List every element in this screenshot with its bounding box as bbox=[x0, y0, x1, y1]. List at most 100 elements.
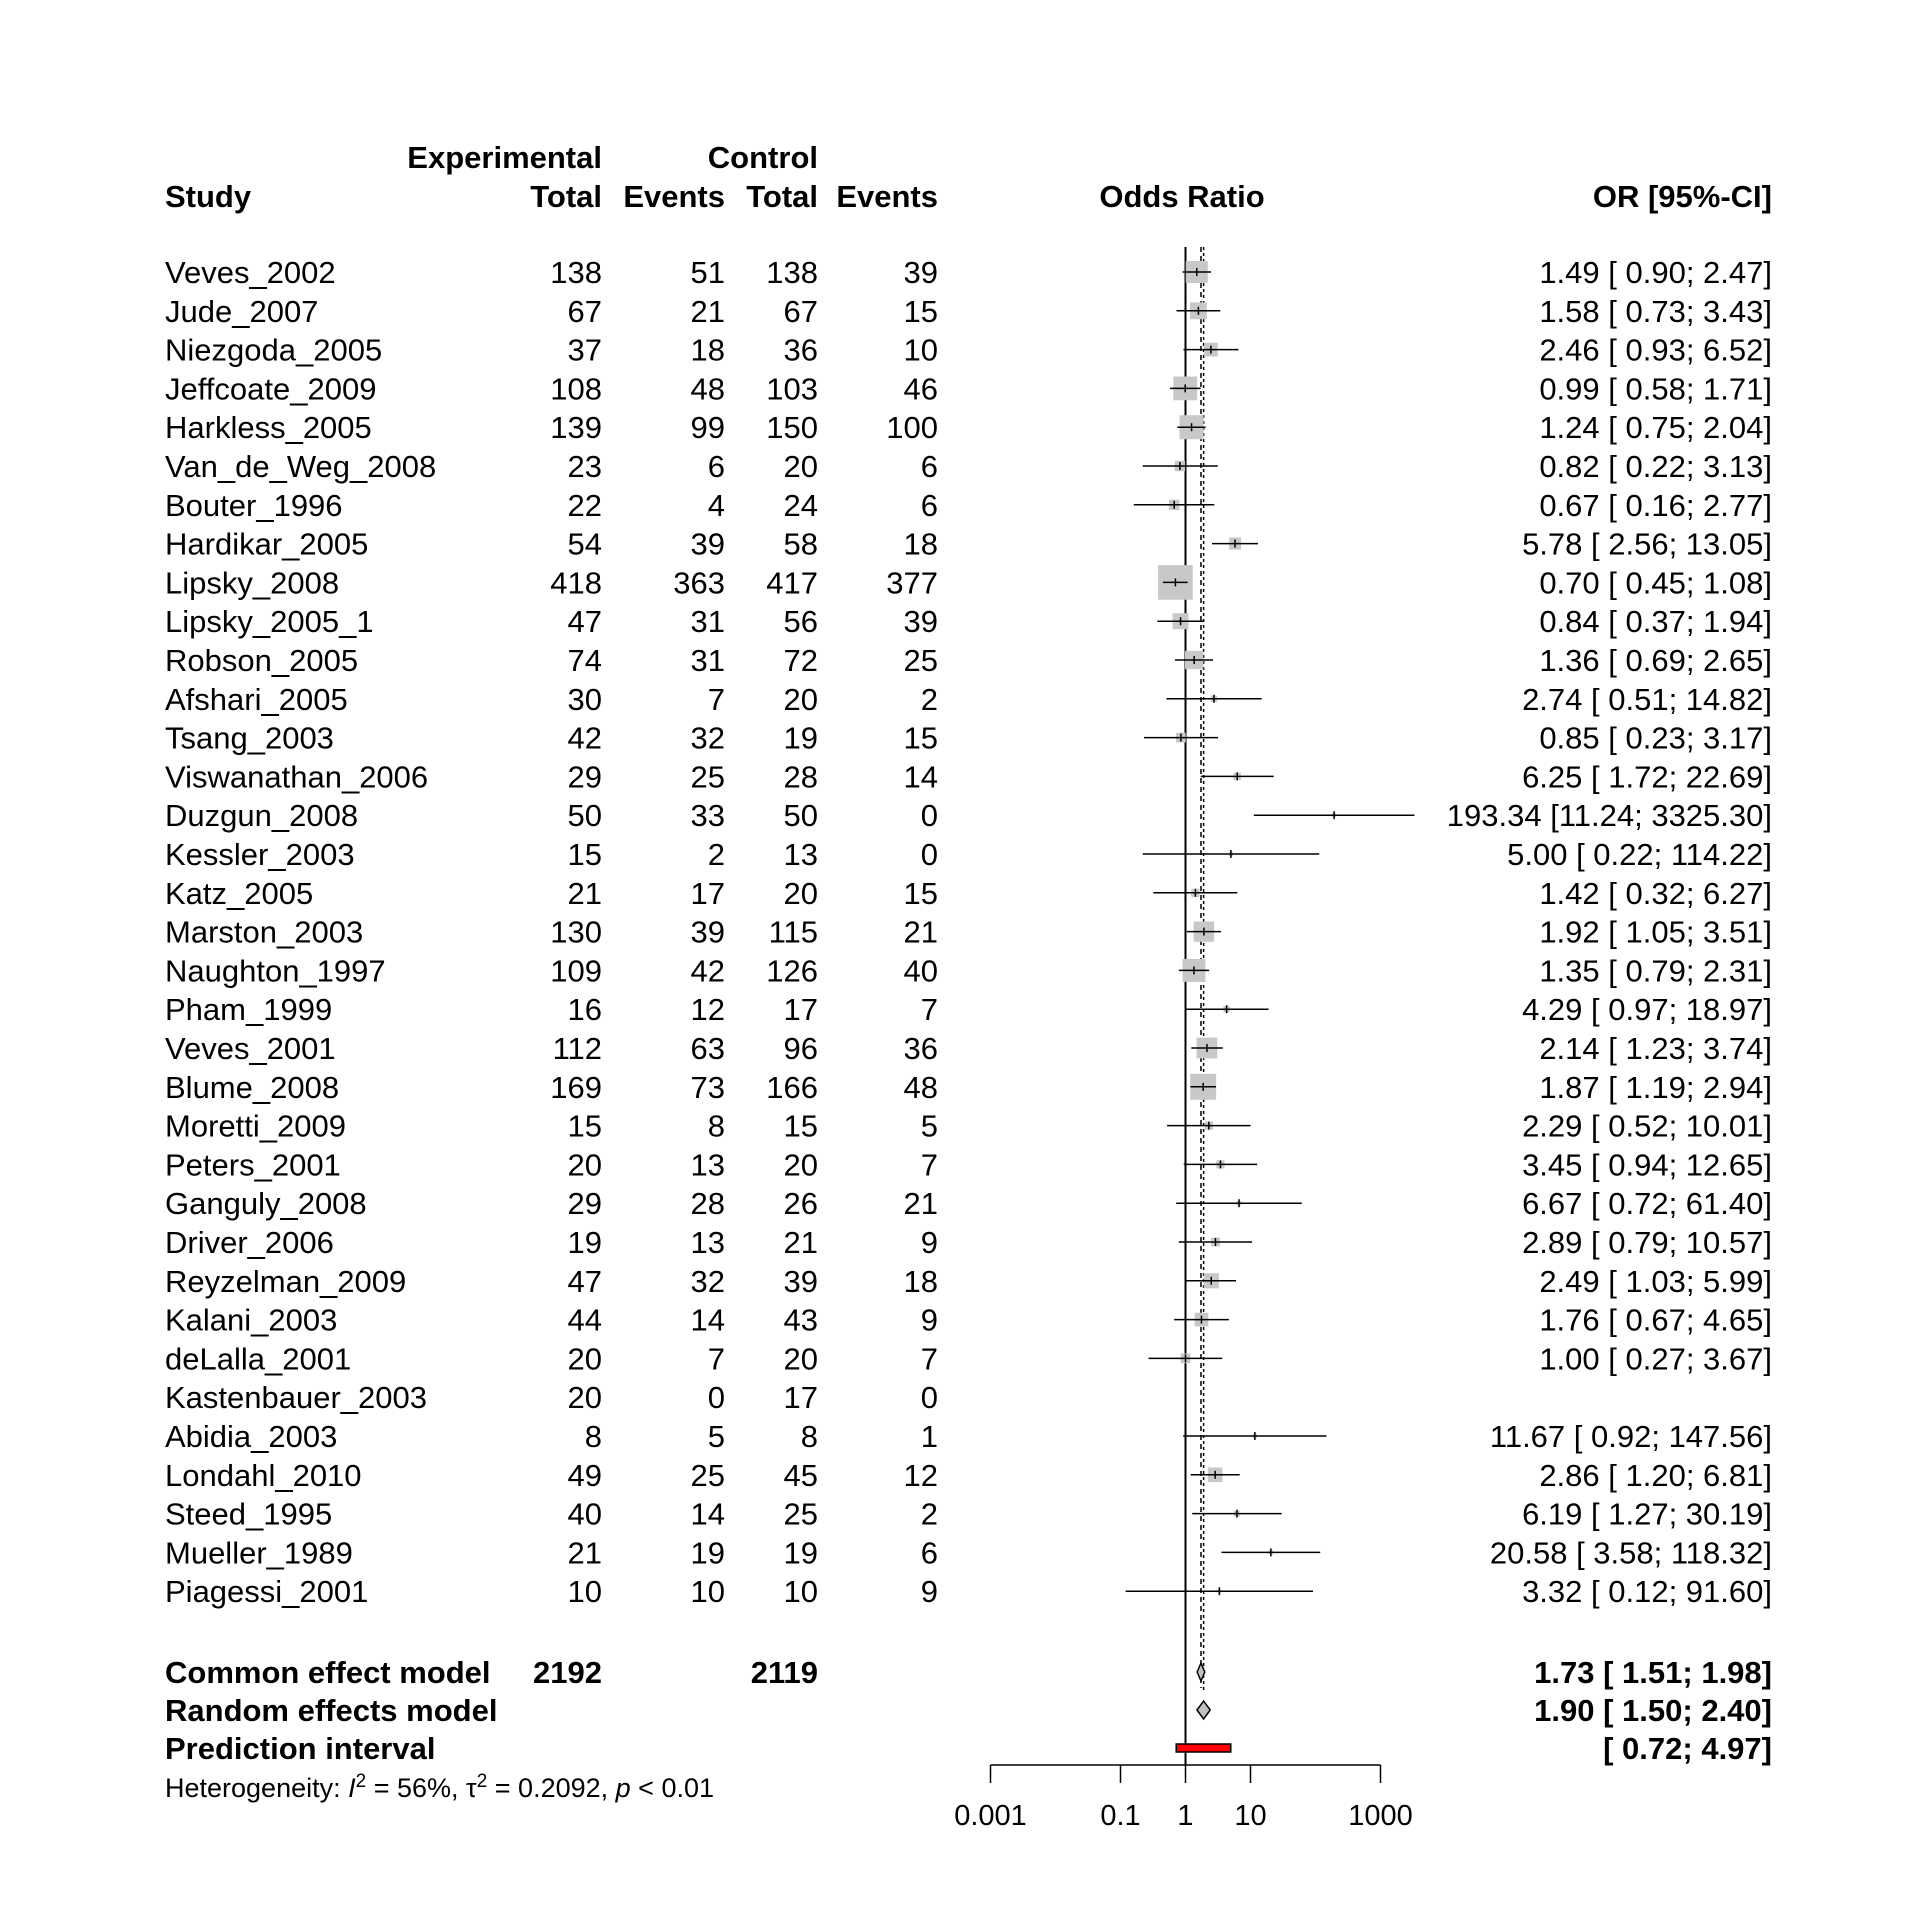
exp-events: 8 bbox=[708, 1109, 725, 1144]
study-rows: Veves_2002 138 51 138 39 1.49 [ 0.90; 2.47]Ju… bbox=[165, 255, 1772, 1609]
random-effects-ci: 1.90 [ 1.50; 2.40] bbox=[1534, 1693, 1772, 1728]
x-axis-tick-label: 0.001 bbox=[954, 1800, 1027, 1832]
exp-events: 363 bbox=[673, 565, 725, 600]
study-row: Londahl_2010 49 25 45 12 2.86 [ 1.20; 6.81] bbox=[165, 1458, 1772, 1493]
or-ci-value: 0.85 [ 0.23; 3.17] bbox=[1539, 721, 1772, 756]
ctrl-events: 46 bbox=[904, 371, 938, 406]
exp-events: 32 bbox=[691, 1264, 725, 1299]
or-ci-value: 1.92 [ 1.05; 3.51] bbox=[1539, 915, 1772, 950]
exp-total: 15 bbox=[568, 837, 602, 872]
summary-rows: Common effect model 2192 2119 1.73 [ 1.51; … bbox=[165, 1655, 1772, 1766]
header-ctrl-events: Events bbox=[836, 179, 938, 214]
het-tau-exponent: 2 bbox=[477, 1771, 488, 1792]
or-ci-value: 0.84 [ 0.37; 1.94] bbox=[1539, 604, 1772, 639]
study-name: Mueller_1989 bbox=[165, 1535, 353, 1570]
ctrl-events: 377 bbox=[886, 565, 938, 600]
ctrl-total: 13 bbox=[784, 837, 818, 872]
exp-total: 21 bbox=[568, 1535, 602, 1570]
or-ci-value: 2.29 [ 0.52; 10.01] bbox=[1522, 1109, 1772, 1144]
or-ci-value: 1.49 [ 0.90; 2.47] bbox=[1539, 255, 1772, 290]
ctrl-total: 67 bbox=[784, 294, 818, 329]
ctrl-events: 21 bbox=[904, 915, 938, 950]
ctrl-events: 15 bbox=[904, 721, 938, 756]
ctrl-total: 43 bbox=[784, 1303, 818, 1338]
common-effect-ci: 1.73 [ 1.51; 1.98] bbox=[1534, 1655, 1772, 1690]
exp-events: 17 bbox=[691, 876, 725, 911]
ctrl-events: 48 bbox=[904, 1070, 938, 1105]
het-i-symbol: I bbox=[348, 1773, 356, 1803]
exp-total: 138 bbox=[550, 255, 602, 290]
exp-total: 47 bbox=[568, 1264, 602, 1299]
prediction-interval-bar bbox=[1175, 1743, 1232, 1753]
study-name: Peters_2001 bbox=[165, 1147, 341, 1182]
header-control: Control bbox=[708, 140, 818, 175]
exp-events: 63 bbox=[691, 1031, 725, 1066]
ctrl-total: 417 bbox=[766, 565, 818, 600]
exp-total: 19 bbox=[568, 1225, 602, 1260]
ctrl-total: 17 bbox=[784, 1380, 818, 1415]
or-ci-value: 0.67 [ 0.16; 2.77] bbox=[1539, 488, 1772, 523]
study-name: Abidia_2003 bbox=[165, 1419, 337, 1454]
study-name: Piagessi_2001 bbox=[165, 1574, 368, 1609]
exp-total: 29 bbox=[568, 1186, 602, 1221]
or-ci-value: 1.42 [ 0.32; 6.27] bbox=[1539, 876, 1772, 911]
study-name: Afshari_2005 bbox=[165, 682, 348, 717]
header-ctrl-total: Total bbox=[746, 179, 818, 214]
study-row: Afshari_2005 30 7 20 2 2.74 [ 0.51; 14.82] bbox=[165, 682, 1772, 717]
study-name: Robson_2005 bbox=[165, 643, 358, 678]
het-tau2-value: = 0.2092, bbox=[487, 1773, 615, 1803]
or-ci-value: 193.34 [11.24; 3325.30] bbox=[1447, 798, 1772, 833]
ctrl-events: 39 bbox=[904, 604, 938, 639]
study-row: Kessler_2003 15 2 13 0 5.00 [ 0.22; 114.22] bbox=[165, 837, 1772, 872]
exp-events: 10 bbox=[691, 1574, 725, 1609]
exp-events: 33 bbox=[691, 798, 725, 833]
ctrl-events: 18 bbox=[904, 527, 938, 562]
study-row: Piagessi_2001 10 10 10 9 3.32 [ 0.12; 91.60] bbox=[165, 1574, 1772, 1609]
study-row: Mueller_1989 21 19 19 6 20.58 [ 3.58; 118.32] bbox=[165, 1535, 1772, 1570]
study-name: Driver_2006 bbox=[165, 1225, 334, 1260]
ctrl-total: 36 bbox=[784, 333, 818, 368]
ctrl-total: 20 bbox=[784, 876, 818, 911]
exp-total: 139 bbox=[550, 410, 602, 445]
ctrl-events: 2 bbox=[921, 1497, 938, 1532]
heterogeneity-text: Heterogeneity: I2 = 56%, τ2 = 0.2092, p … bbox=[165, 1771, 714, 1804]
study-name: Moretti_2009 bbox=[165, 1109, 346, 1144]
exp-total: 21 bbox=[568, 876, 602, 911]
ctrl-total: 20 bbox=[784, 682, 818, 717]
or-ci-value: 5.00 [ 0.22; 114.22] bbox=[1507, 837, 1772, 872]
or-ci-value: 0.82 [ 0.22; 3.13] bbox=[1539, 449, 1772, 484]
exp-total: 40 bbox=[568, 1497, 602, 1532]
ctrl-total: 25 bbox=[784, 1497, 818, 1532]
exp-total: 10 bbox=[568, 1574, 602, 1609]
exp-total: 8 bbox=[585, 1419, 602, 1454]
common-ctrl-total: 2119 bbox=[751, 1655, 818, 1690]
ctrl-total: 103 bbox=[766, 371, 818, 406]
exp-events: 7 bbox=[708, 682, 725, 717]
ctrl-total: 150 bbox=[766, 410, 818, 445]
study-row: Katz_2005 21 17 20 15 1.42 [ 0.32; 6.27] bbox=[165, 876, 1772, 911]
ctrl-total: 15 bbox=[784, 1109, 818, 1144]
ctrl-total: 19 bbox=[784, 721, 818, 756]
or-ci-value: 3.32 [ 0.12; 91.60] bbox=[1522, 1574, 1772, 1609]
het-prefix: Heterogeneity: bbox=[165, 1773, 348, 1803]
study-row: Reyzelman_2009 47 32 39 18 2.49 [ 1.03; 5.99] bbox=[165, 1264, 1772, 1299]
exp-events: 6 bbox=[708, 449, 725, 484]
exp-events: 13 bbox=[691, 1147, 725, 1182]
ctrl-total: 96 bbox=[784, 1031, 818, 1066]
ctrl-events: 15 bbox=[904, 294, 938, 329]
or-ci-value: 2.14 [ 1.23; 3.74] bbox=[1539, 1031, 1772, 1066]
ctrl-total: 115 bbox=[769, 915, 818, 950]
study-row: Tsang_2003 42 32 19 15 0.85 [ 0.23; 3.17] bbox=[165, 721, 1772, 756]
header-or-ci: OR [95%-CI] bbox=[1593, 179, 1772, 214]
exp-events: 42 bbox=[691, 953, 725, 988]
ctrl-events: 6 bbox=[921, 488, 938, 523]
ctrl-total: 24 bbox=[784, 488, 818, 523]
exp-events: 73 bbox=[691, 1070, 725, 1105]
exp-total: 37 bbox=[568, 333, 602, 368]
study-name: deLalla_2001 bbox=[165, 1341, 351, 1376]
or-ci-value: 6.67 [ 0.72; 61.40] bbox=[1522, 1186, 1772, 1221]
ctrl-events: 9 bbox=[921, 1303, 938, 1338]
common-exp-total: 2192 bbox=[533, 1655, 602, 1690]
exp-events: 0 bbox=[708, 1380, 725, 1415]
study-name: Veves_2001 bbox=[165, 1031, 336, 1066]
